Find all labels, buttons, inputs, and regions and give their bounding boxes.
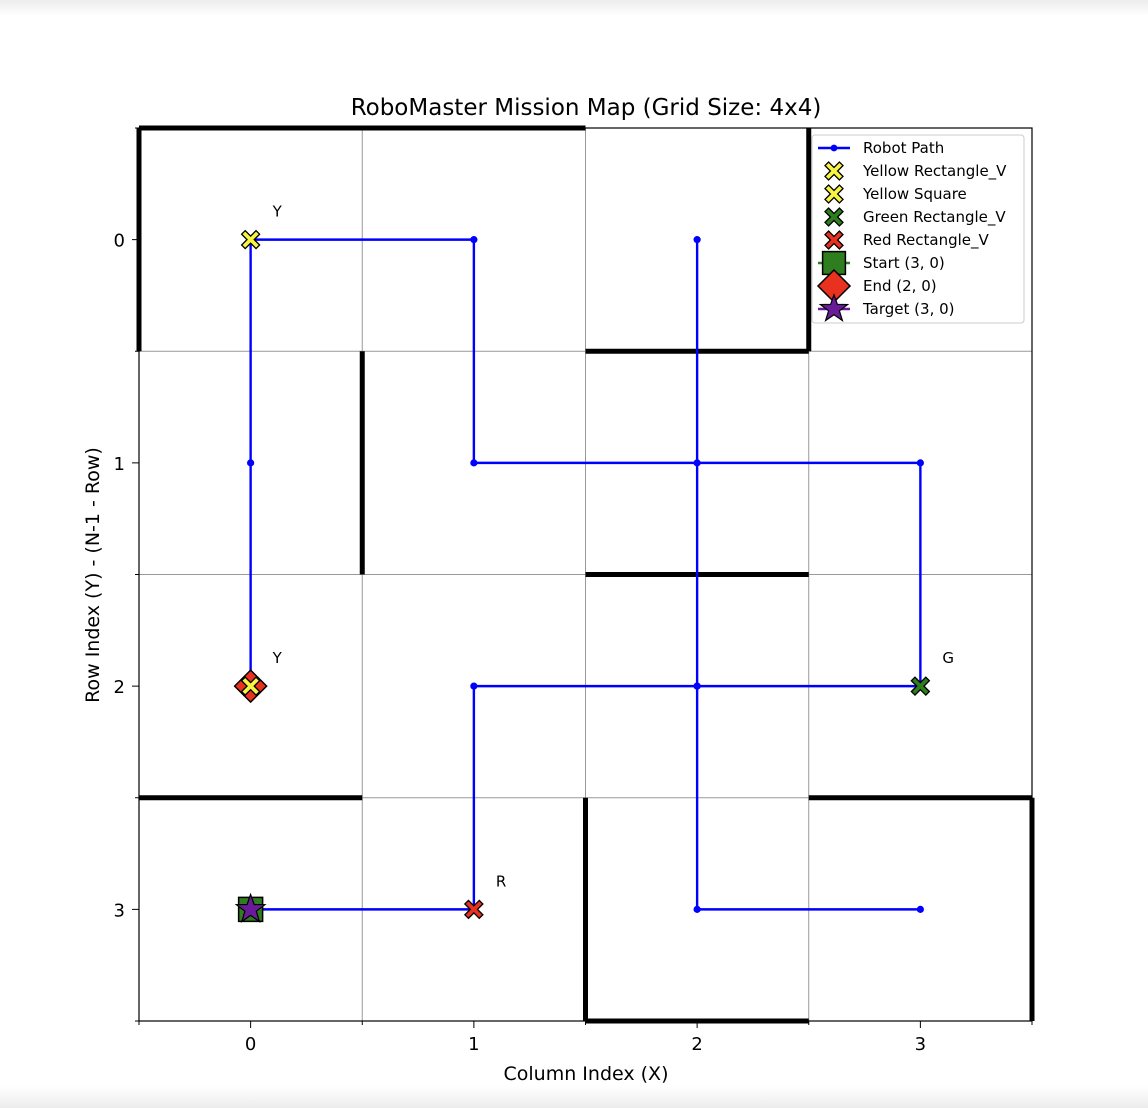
legend-box xyxy=(811,134,1025,324)
x-axis-label: Column Index (X) xyxy=(504,1063,669,1085)
robot-path-point xyxy=(470,682,478,690)
x-tick-label: 0 xyxy=(245,1034,256,1055)
robot-path-point xyxy=(470,236,478,244)
window-top-edge xyxy=(0,0,1148,16)
map-markers: Y Y G R xyxy=(233,203,954,923)
green-rectangle-v-marker xyxy=(910,676,931,697)
legend-entry-label: End (2, 0) xyxy=(863,277,937,295)
x-tick-label: 1 xyxy=(468,1034,479,1055)
robot-path-point xyxy=(693,459,701,467)
marker-label: Y xyxy=(272,203,283,221)
legend-entry-label: Start (3, 0) xyxy=(863,254,945,272)
robot-path-point xyxy=(916,905,924,913)
robot-path-point xyxy=(693,905,701,913)
legend-entry-label: Yellow Square xyxy=(862,185,967,203)
legend: Robot Path Yellow Rectangle_V Yellow Squar… xyxy=(811,134,1025,324)
legend-x-icon xyxy=(824,184,844,204)
legend-x-icon xyxy=(824,207,844,227)
robot-path-point xyxy=(247,459,255,467)
x-tick-label: 2 xyxy=(691,1034,702,1055)
robot-path-point xyxy=(693,682,701,690)
window-bottom-edge xyxy=(0,1086,1148,1108)
marker-label: R xyxy=(496,872,506,890)
y-axis-label: Row Index (Y) - (N-1 - Row) xyxy=(82,447,104,703)
robot-path xyxy=(247,236,924,913)
legend-x-icon xyxy=(824,161,844,181)
maze-walls xyxy=(136,125,1035,1024)
robot-path-point xyxy=(693,236,701,244)
target-3-0-marker xyxy=(234,892,267,923)
robot-path-point xyxy=(916,459,924,467)
marker-label: G xyxy=(942,649,954,667)
legend-entry-label: Target (3, 0) xyxy=(862,300,955,318)
x-tick-label: 3 xyxy=(915,1034,926,1055)
y-tick-label: 3 xyxy=(114,900,125,921)
legend-entry-label: Robot Path xyxy=(863,139,944,157)
y-tick-label: 1 xyxy=(114,454,125,475)
robot-path-point xyxy=(470,459,478,467)
legend-entry-label: Green Rectangle_V xyxy=(863,208,1006,227)
marker-label: Y xyxy=(272,649,283,667)
y-tick-label: 0 xyxy=(114,231,125,252)
yellow-rectangle-v-marker xyxy=(240,229,261,250)
red-rectangle-v-marker xyxy=(463,899,484,920)
legend-x-icon xyxy=(824,230,844,250)
legend-entry-label: Yellow Rectangle_V xyxy=(862,162,1007,181)
legend-entry-label: Red Rectangle_V xyxy=(863,231,989,250)
chart-title: RoboMaster Mission Map (Grid Size: 4x4) xyxy=(351,95,822,121)
yellow-square-marker xyxy=(240,676,261,697)
y-tick-label: 2 xyxy=(114,677,125,698)
legend-point-icon xyxy=(830,144,838,152)
legend-star-icon xyxy=(818,293,850,322)
